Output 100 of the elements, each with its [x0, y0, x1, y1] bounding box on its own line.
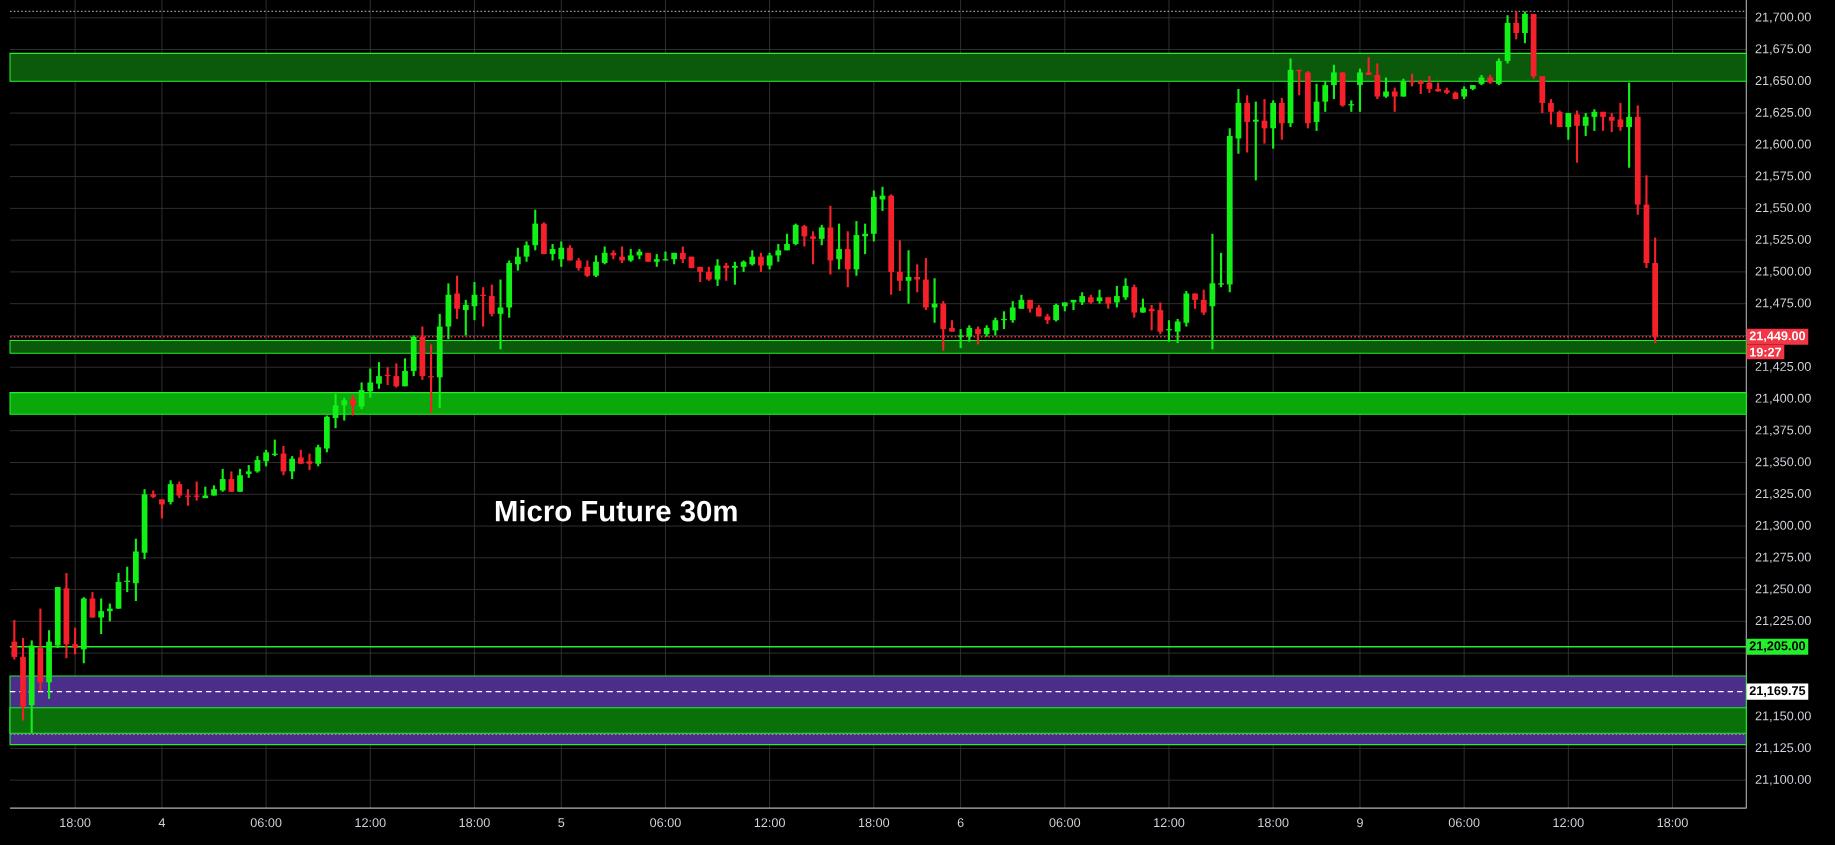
candlestick: [558, 240, 565, 268]
candlestick: [1009, 299, 1016, 324]
candlestick: [792, 222, 799, 247]
candlestick: [1157, 301, 1164, 336]
candlestick: [289, 454, 296, 480]
candlestick: [1574, 109, 1580, 164]
candlestick: [758, 251, 764, 273]
candlestick: [219, 467, 226, 493]
y-tick-label: 21,150.00: [1755, 711, 1811, 722]
candlestick: [1096, 288, 1103, 305]
y-tick-label: 21,425.00: [1755, 361, 1811, 373]
candlestick: [159, 498, 165, 520]
x-tick-label: 06:00: [250, 817, 282, 827]
candlestick: [896, 238, 903, 292]
y-tick-label: 21,625.00: [1755, 107, 1811, 119]
y-tick-label: 21,650.00: [1755, 75, 1811, 87]
x-tick-label: 18:00: [1657, 817, 1688, 827]
x-tick-label: 4: [158, 817, 166, 827]
y-tick-label: 21,100.00: [1755, 774, 1811, 786]
candlestick: [98, 597, 105, 635]
candlestick: [402, 357, 408, 388]
candlestick: [1391, 86, 1398, 113]
x-tick-label: 5: [558, 817, 565, 827]
candlestick: [367, 367, 374, 399]
y-tick-label: 21,600.00: [1755, 139, 1811, 150]
candlestick: [810, 229, 816, 266]
candlestick: [1357, 67, 1363, 113]
y-tick-label: 21,525.00: [1755, 234, 1811, 246]
ref-line-label: 21,449.00: [1749, 331, 1806, 342]
candlestick: [1513, 10, 1520, 41]
candlestick: [1251, 100, 1260, 182]
y-tick-label: 21,250.00: [1755, 584, 1811, 595]
x-tick-label: 18:00: [60, 817, 91, 827]
x-tick-label: 18:00: [459, 817, 490, 827]
x-tick-label: 6: [957, 817, 964, 827]
candlestick: [237, 467, 243, 493]
candlestick: [350, 393, 356, 417]
candlestick: [1565, 111, 1572, 141]
candlestick: [731, 260, 739, 286]
x-tick-label: 18:00: [1258, 817, 1289, 827]
y-tick-label: 21,550.00: [1755, 202, 1811, 214]
candlestick: [818, 223, 825, 247]
y-tick-label: 21,675.00: [1755, 44, 1811, 55]
candlestick: [1626, 81, 1632, 169]
candlestick: [1322, 80, 1329, 113]
candlestick: [1374, 62, 1381, 100]
candlestick: [341, 396, 348, 422]
candlestick: [462, 298, 469, 337]
candlestick: [523, 240, 530, 263]
y-tick-label: 21,350.00: [1755, 457, 1811, 468]
x-tick-label: 18:00: [858, 817, 890, 827]
y-tick-label: 21,475.00: [1755, 298, 1811, 309]
candlestick: [914, 262, 921, 294]
candlestick: [836, 222, 842, 271]
candlestick: [844, 229, 851, 288]
y-tick-label: 21,225.00: [1755, 615, 1811, 627]
candlestick: [593, 254, 599, 278]
candlestick: [497, 278, 504, 351]
y-tick-label: 21,700.00: [1755, 12, 1811, 23]
candlestick: [1582, 111, 1589, 137]
candlestick: [376, 360, 382, 390]
x-tick-label: 06:00: [650, 817, 681, 827]
y-tick-label: 21,500.00: [1755, 266, 1811, 277]
y-tick-label: 21,275.00: [1755, 552, 1811, 563]
candlestick: [801, 223, 808, 248]
candlestick: [1244, 93, 1250, 154]
x-tick-label: 12:00: [1154, 817, 1185, 827]
candlestick: [1617, 101, 1624, 132]
candlestick: [1496, 57, 1502, 86]
x-tick-label: 06:00: [1448, 817, 1480, 827]
ref-line-label: 21,205.00: [1749, 641, 1806, 652]
x-tick-label: 9: [1357, 817, 1363, 827]
candlestick: [1548, 97, 1554, 126]
candlestick: [11, 618, 18, 661]
y-tick-label: 21,125.00: [1755, 742, 1811, 754]
candlestick: [1522, 10, 1528, 45]
candlestick: [454, 274, 460, 320]
x-tick-label: 12:00: [1553, 817, 1584, 827]
candlestick: [905, 249, 912, 305]
y-tick-label: 21,375.00: [1755, 425, 1811, 436]
candlestick: [393, 362, 400, 389]
candlestick: [1218, 251, 1224, 288]
candlestick: [532, 208, 539, 252]
candlestick: [1174, 317, 1181, 344]
y-tick-label: 21,400.00: [1755, 393, 1811, 404]
text: Micro Future 30m: [495, 499, 737, 522]
candlestick: [1383, 76, 1389, 99]
y-tick-label: 21,300.00: [1755, 520, 1811, 532]
candlestick: [1331, 63, 1337, 100]
y-tick-label: 21,575.00: [1755, 171, 1811, 182]
candlestick: [1278, 96, 1285, 141]
ref-line-label: 21,169.75: [1749, 685, 1806, 697]
candlestick: [72, 626, 78, 656]
text: 19:27: [1750, 347, 1782, 357]
x-tick-label: 06:00: [1049, 817, 1081, 827]
y-tick-label: 21,325.00: [1755, 488, 1811, 500]
candlestick: [957, 327, 964, 349]
candlestick: [1608, 111, 1615, 133]
candlestick: [1114, 284, 1120, 309]
candlestick: [515, 246, 521, 272]
